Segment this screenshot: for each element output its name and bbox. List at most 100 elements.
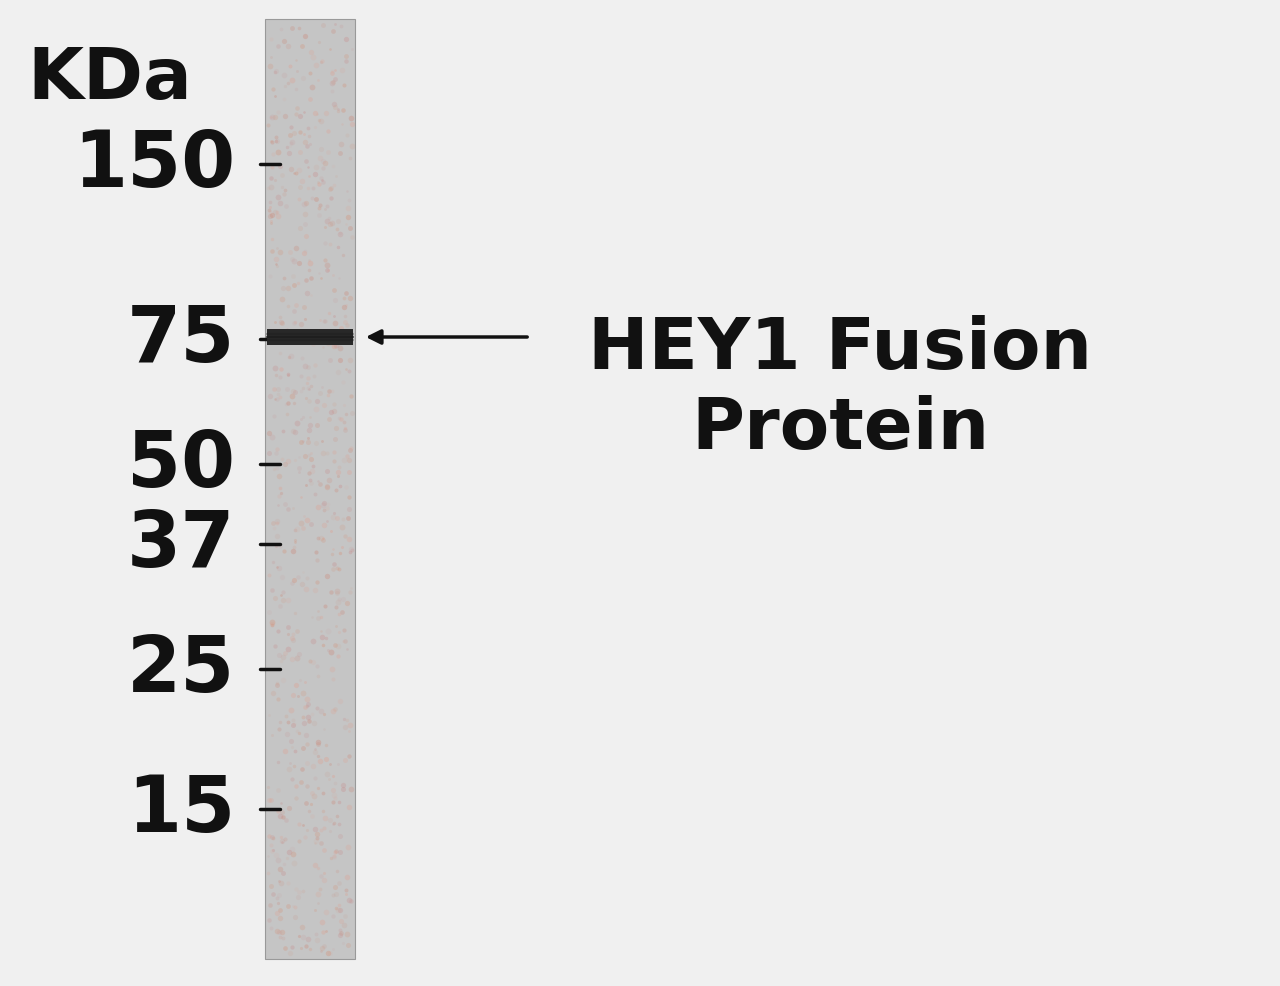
Point (259, 446, 279, 461)
Point (315, 924, 335, 940)
Point (324, 101, 344, 116)
Point (334, 421, 355, 437)
Point (338, 891, 358, 907)
Point (271, 829, 292, 845)
Point (324, 97, 344, 112)
Point (320, 585, 340, 600)
Point (276, 726, 297, 741)
Point (280, 734, 301, 749)
Point (308, 610, 329, 626)
Point (300, 252, 320, 268)
Point (332, 117, 352, 133)
Point (270, 654, 291, 669)
Point (280, 703, 301, 719)
Point (262, 208, 283, 224)
Point (264, 521, 284, 536)
Point (312, 161, 333, 176)
Point (294, 674, 315, 690)
Point (292, 350, 312, 366)
Point (323, 794, 343, 810)
Point (270, 22, 291, 37)
Point (329, 410, 349, 426)
Point (278, 641, 298, 657)
Point (335, 310, 356, 325)
Point (298, 360, 319, 376)
Point (294, 29, 315, 44)
Point (307, 826, 328, 842)
Point (340, 221, 361, 237)
Point (297, 822, 317, 838)
Point (282, 772, 302, 788)
Point (282, 135, 302, 151)
Point (270, 159, 291, 175)
Point (300, 422, 320, 438)
Point (315, 599, 335, 614)
Point (330, 693, 351, 709)
Point (301, 446, 321, 461)
Point (312, 924, 333, 940)
Point (276, 406, 297, 422)
Point (314, 706, 334, 722)
Point (261, 134, 282, 150)
Point (271, 315, 292, 330)
Point (333, 104, 353, 119)
Point (321, 76, 342, 92)
Point (292, 761, 312, 777)
Point (289, 180, 310, 196)
Point (297, 755, 317, 771)
Point (291, 221, 311, 237)
Point (307, 574, 328, 590)
Point (340, 111, 361, 127)
Point (265, 110, 285, 126)
Point (305, 167, 325, 182)
Point (291, 435, 311, 451)
Point (283, 846, 303, 862)
Point (335, 886, 356, 902)
Point (298, 714, 319, 730)
Point (330, 902, 351, 918)
Point (274, 182, 294, 198)
Point (324, 701, 344, 717)
Point (283, 855, 303, 871)
Point (292, 940, 312, 955)
Point (328, 222, 348, 238)
Point (316, 106, 337, 121)
Point (266, 514, 287, 529)
Point (335, 881, 356, 897)
Point (303, 458, 324, 474)
Point (305, 821, 325, 837)
Text: 50: 50 (127, 427, 236, 503)
Point (260, 109, 280, 125)
Point (266, 134, 287, 150)
Point (265, 130, 285, 146)
Point (312, 446, 333, 461)
Point (284, 453, 305, 468)
Point (294, 716, 315, 732)
Point (302, 655, 323, 670)
Point (317, 124, 338, 140)
Point (307, 107, 328, 123)
Point (297, 696, 317, 712)
Point (262, 616, 283, 632)
Point (273, 584, 293, 599)
Point (342, 230, 362, 246)
Point (264, 461, 284, 477)
Point (321, 850, 342, 866)
Point (324, 506, 344, 522)
Point (323, 769, 343, 785)
Point (283, 268, 303, 284)
Point (288, 883, 308, 899)
Point (268, 38, 288, 54)
Point (329, 227, 349, 243)
Point (316, 199, 337, 215)
Point (321, 405, 342, 421)
Point (265, 391, 285, 407)
Point (312, 785, 333, 801)
Point (260, 209, 280, 225)
Point (333, 540, 353, 556)
Point (317, 263, 338, 279)
Point (270, 796, 291, 811)
Point (294, 300, 315, 316)
Point (319, 771, 339, 787)
Point (283, 633, 303, 649)
